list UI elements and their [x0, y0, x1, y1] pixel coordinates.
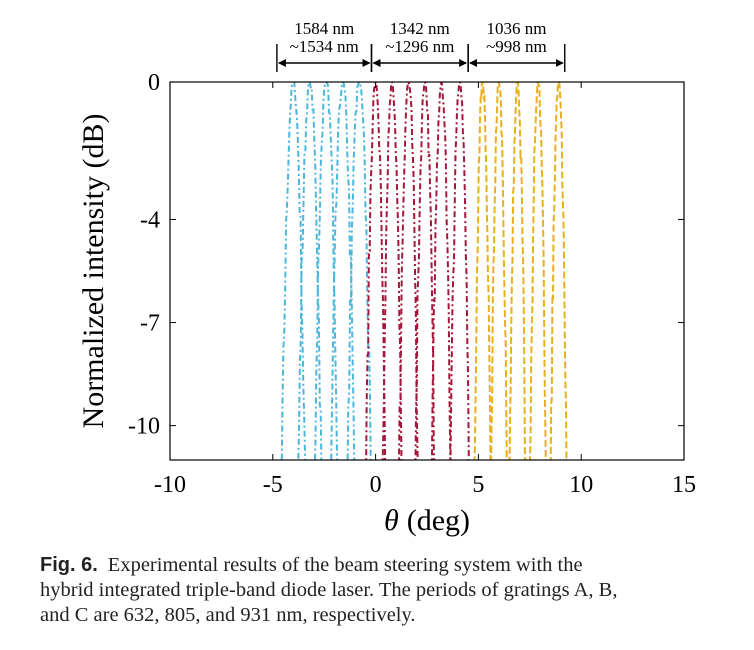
series-layer	[280, 82, 568, 460]
beam-peak-line	[280, 82, 307, 460]
caption-line-3: and C are 632, 805, and 931 nm, respecti…	[40, 604, 416, 626]
beam-peak-line	[490, 82, 508, 460]
band-wavelength-start: 1342 nm	[390, 19, 450, 38]
band-wavelength-end: ~1296 nm	[385, 37, 454, 56]
axis-layer: -10 -5 0 5 10 15 0 -4 -7 -10	[128, 70, 696, 498]
x-axis-symbol: θ	[384, 504, 399, 537]
caption-line-2: hybrid integrated triple-band diode lase…	[40, 579, 618, 601]
band-annotations: 1584 nm~1534 nm 1342 nm~1296 nm 1036 nm~99…	[276, 19, 566, 72]
band-wavelength-end: ~1534 nm	[290, 37, 359, 56]
plot-frame	[169, 81, 685, 461]
beam-peak-line	[297, 82, 323, 460]
band-wavelength-end: ~998 nm	[486, 37, 547, 56]
caption-line-1: Fig. 6. Experimental results of the beam …	[40, 553, 752, 578]
y-tick-label: -4	[140, 207, 160, 233]
beam-steering-chart: -10 -5 0 5 10 15 0 -4 -7 -10 1584 nm~1534 nm 1342 …	[77, 19, 696, 537]
x-tick-label: -5	[263, 472, 283, 498]
y-tick-label: 0	[148, 70, 160, 96]
y-tick-label: -7	[140, 311, 160, 337]
band-wavelength-start: 1036 nm	[486, 19, 546, 38]
caption-label: Fig. 6.	[40, 554, 98, 576]
x-axis-unit: (deg)	[407, 504, 470, 537]
y-tick-label: -10	[128, 414, 160, 440]
x-tick-label: -10	[154, 472, 186, 498]
figure-caption: Fig. 6. Experimental results of the beam …	[40, 553, 752, 628]
x-tick-label: 0	[370, 472, 382, 498]
x-tick-label: 5	[472, 472, 484, 498]
beam-peak-line	[381, 82, 403, 460]
x-tick-label: 10	[569, 472, 593, 498]
band-wavelength-start: 1584 nm	[294, 19, 354, 38]
x-tick-label: 15	[672, 472, 696, 498]
caption-text-1: Experimental results of the beam steerin…	[107, 554, 583, 576]
beam-peak-line	[473, 82, 492, 460]
y-axis-label: Normalized intensity (dB)	[77, 114, 110, 429]
x-axis-label: θ (deg)	[384, 504, 470, 537]
